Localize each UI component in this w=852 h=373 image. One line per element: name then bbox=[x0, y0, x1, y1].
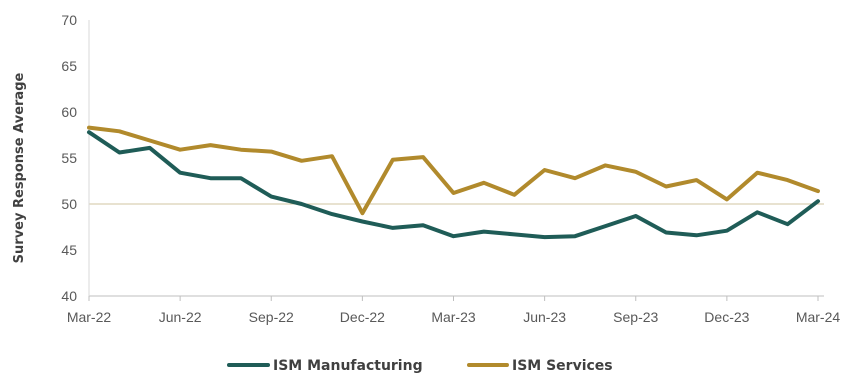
x-tick-label: Jun-23 bbox=[523, 309, 566, 325]
x-axis: Mar-22 Jun-22 Sep-22 Dec-22 Mar-23 Jun-23 Sep-… bbox=[67, 296, 841, 325]
x-tick-label: Mar-22 bbox=[67, 309, 112, 325]
series-line-ism-services bbox=[87, 125, 820, 216]
series-layer bbox=[87, 125, 820, 240]
x-tick-label: Sep-22 bbox=[249, 309, 294, 325]
y-tick-label: 55 bbox=[61, 150, 77, 166]
y-tick-label: 45 bbox=[61, 242, 77, 258]
legend-label-ism-services: ISM Services bbox=[512, 358, 613, 373]
x-tick-label: Dec-22 bbox=[340, 309, 385, 325]
y-tick-label: 50 bbox=[61, 196, 77, 212]
legend-label-ism-manufacturing: ISM Manufacturing bbox=[273, 358, 423, 373]
x-tick-label: Mar-23 bbox=[431, 309, 476, 325]
legend: ISM Manufacturing ISM Services bbox=[227, 358, 613, 373]
x-tick-label: Sep-23 bbox=[613, 309, 658, 325]
y-axis-title: Survey Response Average bbox=[12, 72, 27, 263]
y-tick-label: 60 bbox=[61, 104, 77, 120]
x-tick-label: Jun-22 bbox=[159, 309, 202, 325]
y-tick-label: 65 bbox=[61, 58, 77, 74]
series-line-ism-manufacturing bbox=[87, 130, 820, 240]
y-tick-label: 40 bbox=[61, 288, 77, 304]
y-tick-label: 70 bbox=[61, 12, 77, 28]
x-tick-label: Mar-24 bbox=[796, 309, 841, 325]
y-axis: 40 45 50 55 60 65 70 bbox=[61, 12, 77, 304]
x-tick-label: Dec-23 bbox=[704, 309, 749, 325]
